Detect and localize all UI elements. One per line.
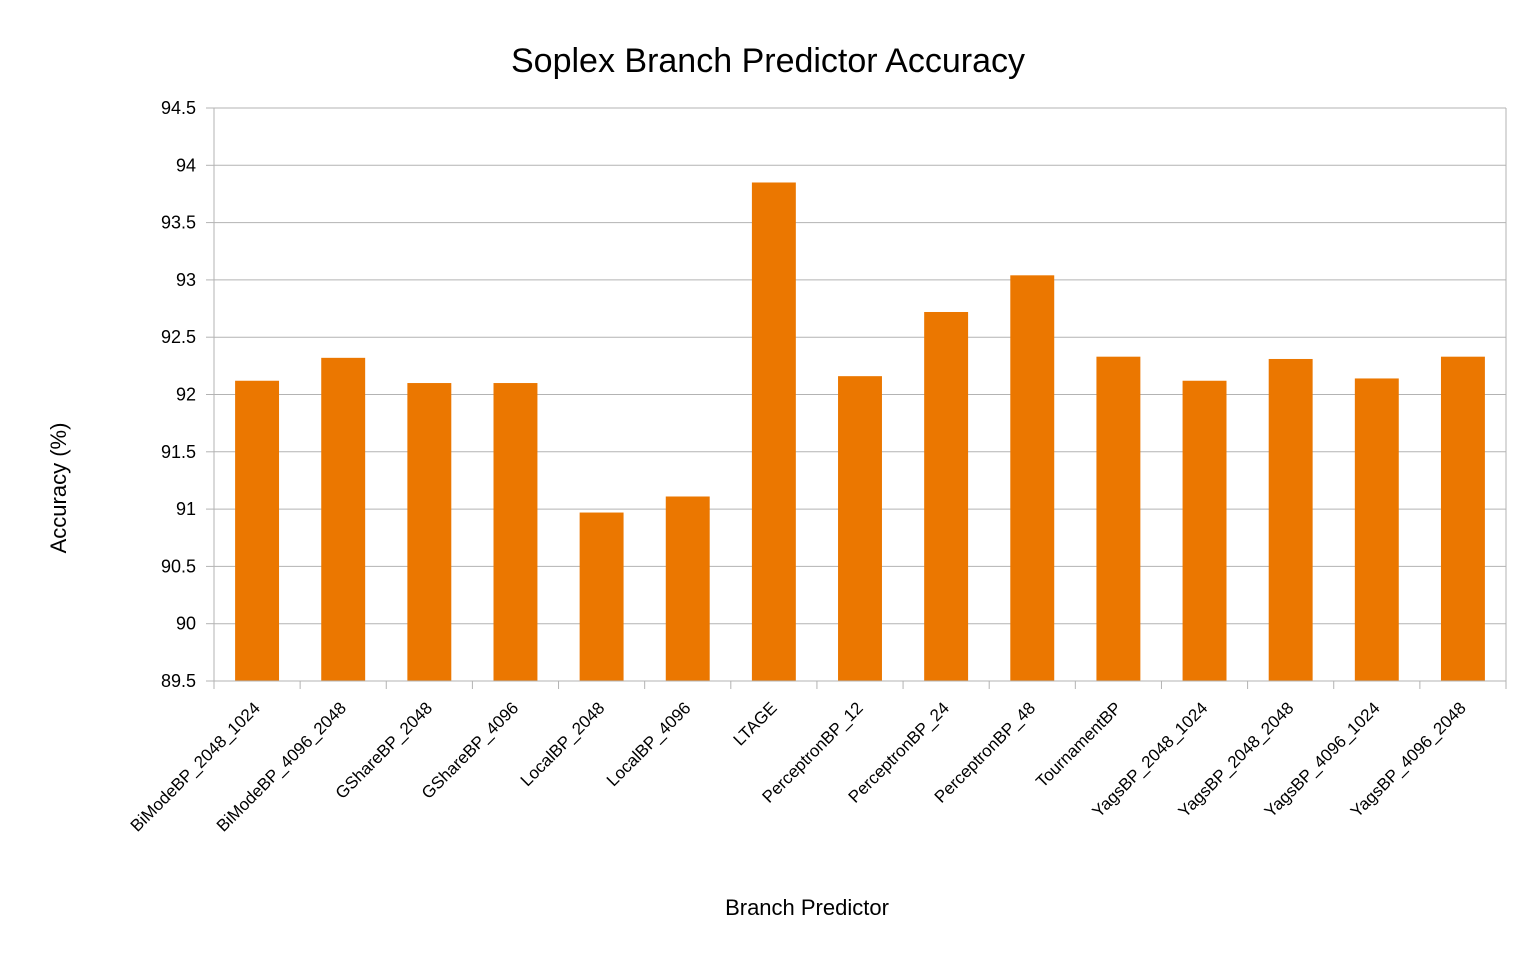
bar-perceptronbp-48: [1010, 275, 1055, 681]
y-tick-label: 94: [176, 155, 196, 175]
bar-gsharebp-4096: [493, 383, 538, 681]
y-tick-label: 93: [176, 270, 196, 290]
y-tick-labels: 94.5 94 93.5 93 92.5 92 91.5 91 90.5 90 89.5: [161, 98, 196, 691]
bar-localbp-4096: [665, 496, 710, 681]
y-tick-label: 94.5: [161, 98, 196, 118]
y-tick-label: 90.5: [161, 556, 196, 576]
y-tick-label: 91: [176, 499, 196, 519]
bar-ltage: [751, 182, 796, 682]
bar-perceptronbp-12: [838, 376, 882, 681]
bars: [235, 182, 1485, 682]
chart-title: Soplex Branch Predictor Accuracy: [511, 42, 1025, 80]
bar-tournamentbp: [1096, 356, 1141, 681]
x-axis-label: Branch Predictor: [725, 895, 889, 920]
y-tick-label: 92: [176, 385, 196, 405]
bar-gsharebp-2048: [407, 383, 452, 681]
bar-localbp-2048: [579, 512, 624, 681]
y-tick-label: 91.5: [161, 442, 196, 462]
bar-yagsbp-4096-1024: [1354, 378, 1399, 681]
y-axis-label: Accuracy (%): [46, 423, 71, 554]
y-tick-label: 93.5: [161, 213, 196, 233]
bar-perceptronbp-24: [924, 311, 969, 681]
x-tick-label: LocalBP_4096: [603, 698, 695, 790]
bar-yagsbp-2048-2048: [1268, 358, 1313, 681]
bar-bimodebp-2048-1024: [235, 380, 280, 681]
x-tick-labels: BiModeBP_2048_1024BiModeBP_4096_2048GSha…: [127, 698, 1470, 835]
y-tick-label: 89.5: [161, 671, 196, 691]
y-tick-label: 90: [176, 614, 196, 634]
x-tick-label: LTAGE: [730, 698, 781, 749]
bar-yagsbp-4096-2048: [1440, 356, 1485, 681]
bar-bimodebp-4096-2048: [321, 357, 366, 681]
x-tick-label: LocalBP_2048: [517, 698, 609, 790]
bar-yagsbp-2048-1024: [1182, 380, 1227, 681]
y-tick-label: 92.5: [161, 327, 196, 347]
axes: [206, 107, 1507, 689]
x-tick-label: TournamentBP: [1032, 698, 1125, 791]
